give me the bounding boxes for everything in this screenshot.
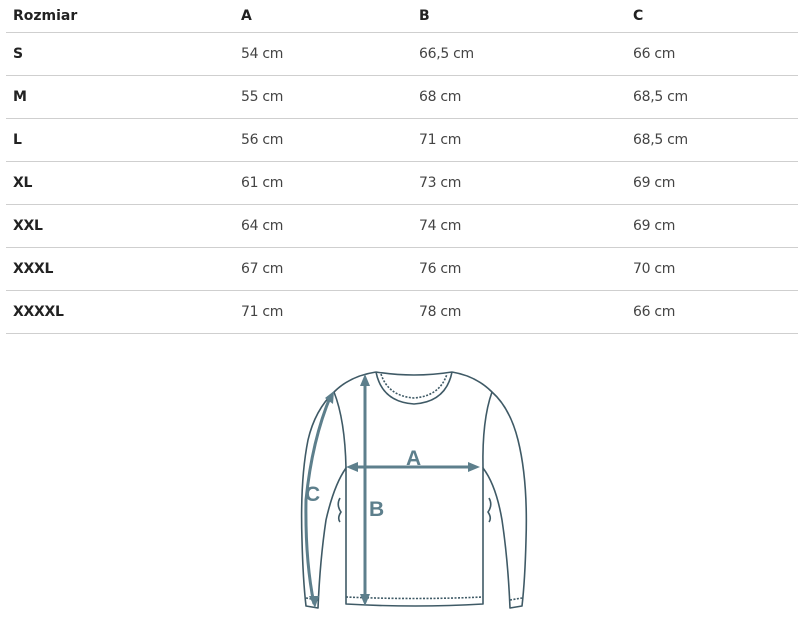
table-row: XXXL 67 cm 76 cm 70 cm <box>6 247 798 291</box>
header-a: A <box>234 0 412 33</box>
measure-cell-b: 78 cm <box>412 290 626 334</box>
size-cell: M <box>6 75 234 119</box>
size-cell: L <box>6 118 234 162</box>
label-c: C <box>305 483 320 506</box>
size-table: Rozmiar A B C S 54 cm 66,5 cm 66 cm M 55 cm 68… <box>6 0 798 334</box>
size-cell: XL <box>6 161 234 205</box>
measure-cell-a: 54 cm <box>234 32 412 76</box>
table-row: L 56 cm 71 cm 68,5 cm <box>6 118 798 162</box>
measure-cell-a: 61 cm <box>234 161 412 205</box>
measure-cell-c: 66 cm <box>626 290 798 334</box>
header-b: B <box>412 0 626 33</box>
measure-cell-b: 68 cm <box>412 75 626 119</box>
arrow-c <box>304 394 333 605</box>
measure-cell-a: 56 cm <box>234 118 412 162</box>
measure-cell-c: 68,5 cm <box>626 118 798 162</box>
measure-cell-a: 64 cm <box>234 204 412 248</box>
size-cell: S <box>6 32 234 76</box>
label-b: B <box>369 498 384 521</box>
measure-arrows <box>304 374 480 608</box>
table-row: XXXXL 71 cm 78 cm 66 cm <box>6 290 798 334</box>
measure-cell-c: 69 cm <box>626 161 798 205</box>
measure-cell-a: 71 cm <box>234 290 412 334</box>
measure-cell-b: 76 cm <box>412 247 626 291</box>
header-c: C <box>626 0 798 33</box>
size-cell: XXL <box>6 204 234 248</box>
table-row: XL 61 cm 73 cm 69 cm <box>6 161 798 205</box>
measure-cell-c: 69 cm <box>626 204 798 248</box>
size-cell: XXXXL <box>6 290 234 334</box>
measure-cell-a: 67 cm <box>234 247 412 291</box>
measure-cell-b: 73 cm <box>412 161 626 205</box>
sweater-outline <box>300 371 528 609</box>
measure-cell-c: 70 cm <box>626 247 798 291</box>
table-row: S 54 cm 66,5 cm 66 cm <box>6 32 798 76</box>
measure-cell-b: 74 cm <box>412 204 626 248</box>
table-header-row: Rozmiar A B C <box>6 0 798 33</box>
measure-cell-c: 66 cm <box>626 32 798 76</box>
table-row: XXL 64 cm 74 cm 69 cm <box>6 204 798 248</box>
size-cell: XXXL <box>6 247 234 291</box>
measure-cell-c: 68,5 cm <box>626 75 798 119</box>
measure-cell-b: 66,5 cm <box>412 32 626 76</box>
measure-cell-b: 71 cm <box>412 118 626 162</box>
header-size: Rozmiar <box>6 0 234 33</box>
measure-cell-a: 55 cm <box>234 75 412 119</box>
label-a: A <box>406 447 421 470</box>
table-row: M 55 cm 68 cm 68,5 cm <box>6 75 798 119</box>
